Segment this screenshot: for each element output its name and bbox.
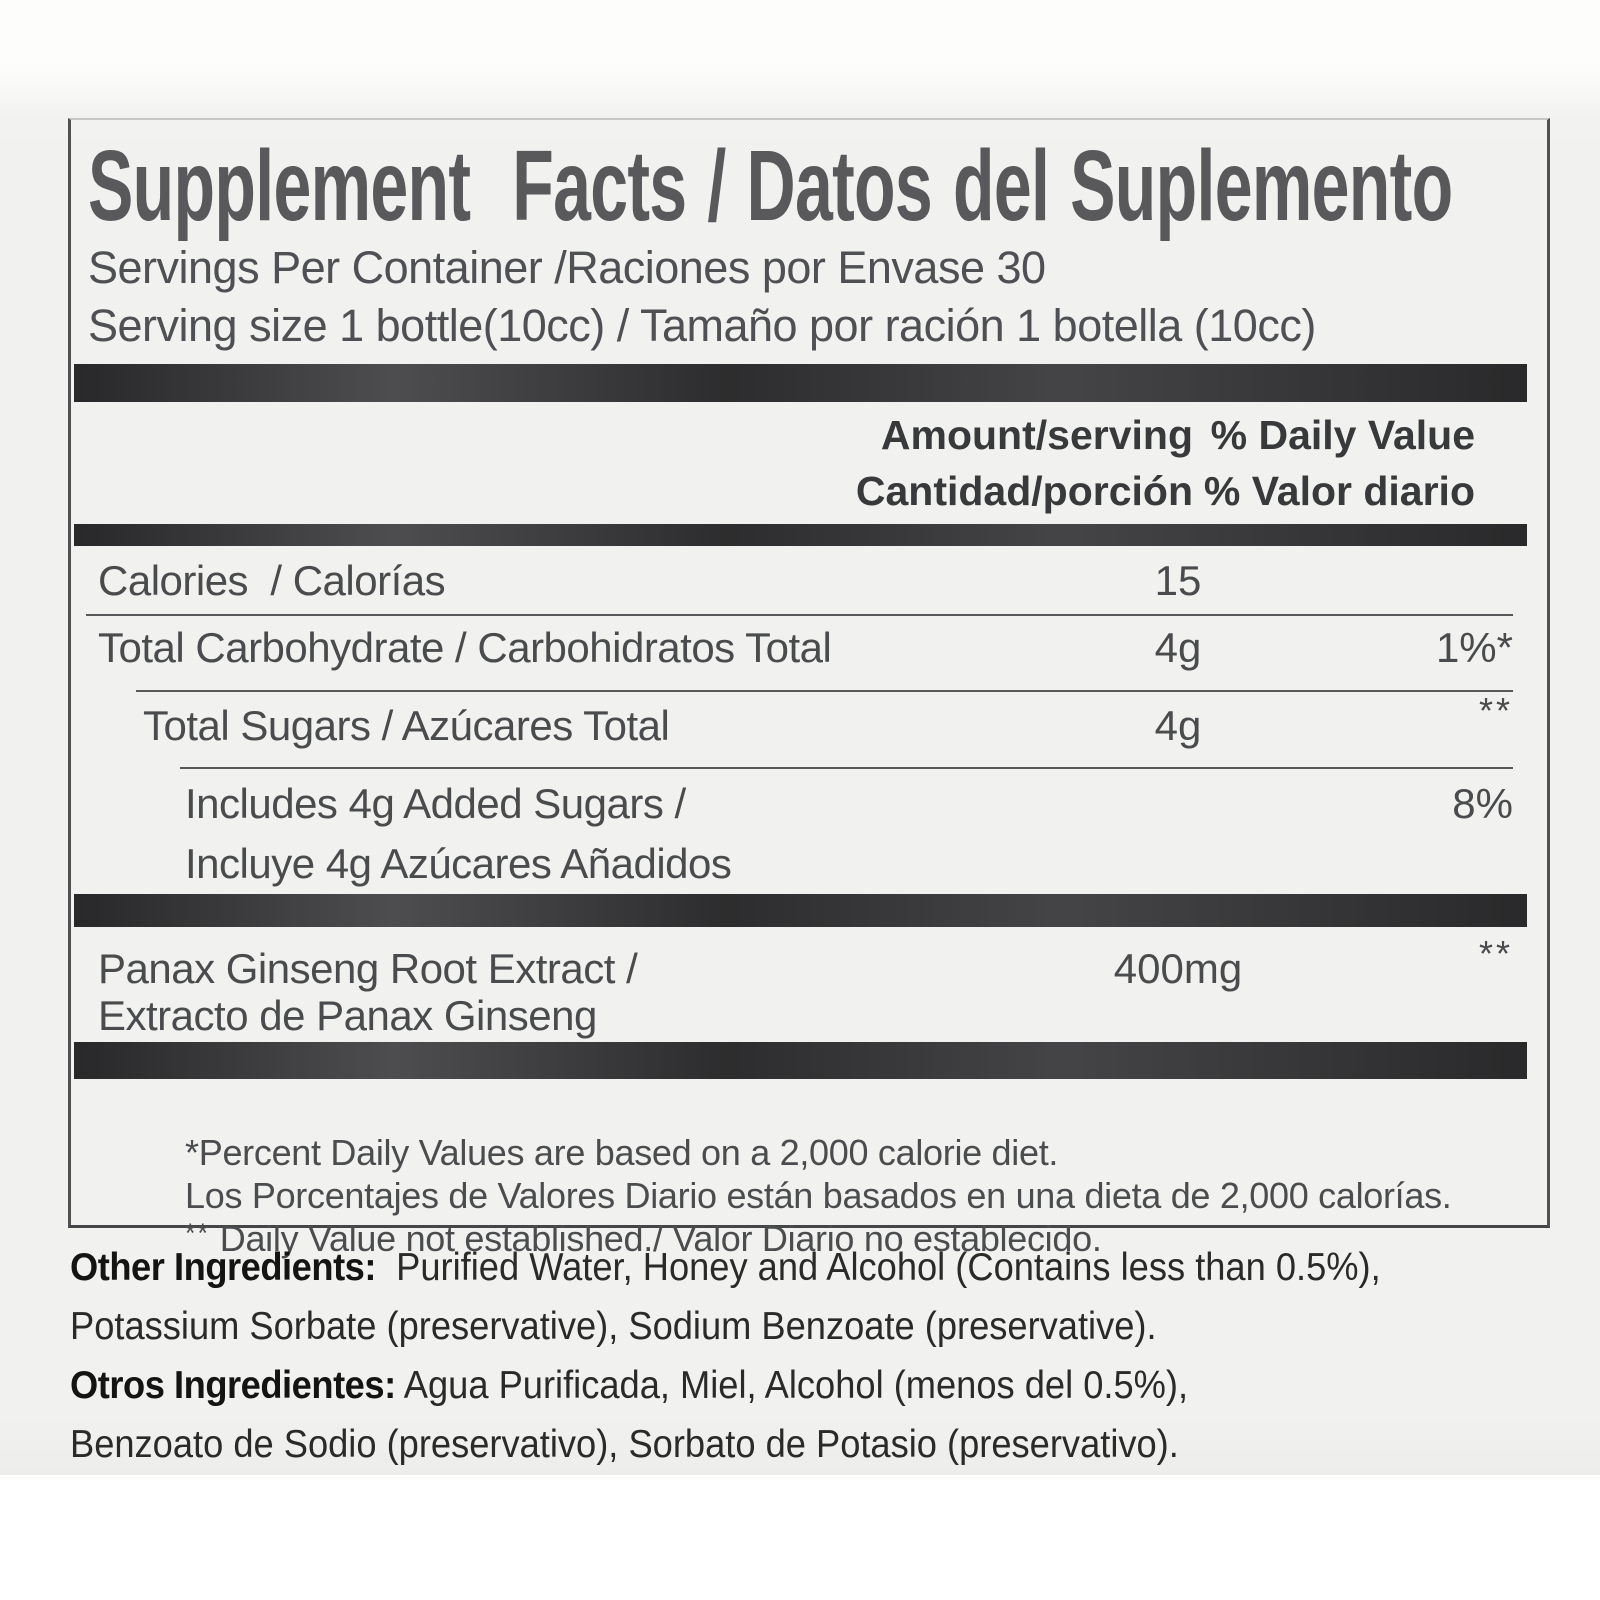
label-background: Supplement Facts / Datos del Suplemento … — [0, 0, 1600, 1475]
amount-header-es: Cantidad/porción — [855, 468, 1193, 514]
footnote-text: Los Porcentajes de Valores Diario están … — [185, 1175, 1452, 1216]
nutrient-name: Total Sugars / Azúcares Total — [143, 702, 670, 749]
row-added-sugars: Includes 4g Added Sugars / 8% — [88, 780, 1513, 836]
other-ingredients-text: Benzoato de Sodio (preservativo), Sorbat… — [70, 1423, 1179, 1466]
panel-content: Supplement Facts / Datos del Suplemento … — [74, 120, 1527, 1259]
other-ingredients-text: Purified Water, Honey and Alcohol (Conta… — [376, 1246, 1381, 1289]
amount-value: 4g — [1154, 624, 1202, 671]
footnote-dv-not-established: ** Daily Value not established./ Valor D… — [88, 1176, 1513, 1302]
other-ingredients-line-es-1: Otros Ingredientes: Agua Purificada, Mie… — [70, 1356, 1465, 1415]
row-total-carbohydrate: Total Carbohydrate / Carbohidratos Total… — [88, 624, 1513, 680]
daily-value: ** — [1478, 690, 1513, 731]
row-total-sugars: Total Sugars / Azúcares Total 4g ** — [88, 690, 1513, 758]
daily-value: ** — [1478, 933, 1513, 974]
supplement-facts-panel: Supplement Facts / Datos del Suplemento … — [68, 118, 1550, 1259]
nutrient-name-es: Extracto de Panax Ginseng — [98, 992, 597, 1039]
footnote-text: *Percent Daily Values are based on a 2,0… — [185, 1132, 1059, 1173]
daily-value: 8% — [1452, 780, 1513, 827]
nutrient-name: Total Carbohydrate / Carbohidratos Total — [98, 624, 832, 671]
separator-bar-bottom — [74, 1042, 1527, 1079]
other-ingredients-text: Agua Purificada, Miel, Alcohol (menos de… — [395, 1364, 1189, 1407]
daily-value: 1%* — [1435, 624, 1513, 671]
daily-value-header-en: % Daily Value — [1210, 412, 1475, 458]
amount-value: 400mg — [1113, 945, 1243, 992]
other-ingredients-line-en-2: Potassium Sorbate (preservative), Sodium… — [70, 1297, 1465, 1356]
amount-value: 4g — [1154, 702, 1202, 749]
amount-header-en: Amount/serving — [880, 412, 1193, 458]
panel-title: Supplement Facts / Datos del Suplemento — [88, 134, 1600, 239]
nutrient-name-es: Incluye 4g Azúcares Añadidos — [185, 840, 732, 887]
row-divider — [136, 690, 1513, 692]
footnote-percent-dv-es: Los Porcentajes de Valores Diario están … — [88, 1133, 1513, 1259]
row-panax-ginseng-spanish-line: Extracto de Panax Ginseng — [88, 992, 1513, 1048]
other-ingredients-label-es: Otros Ingredientes: — [70, 1364, 396, 1407]
row-divider — [180, 767, 1513, 769]
nutrient-name: Calories / Calorías — [98, 557, 446, 604]
other-ingredients-line-en-1: Other Ingredients: Purified Water, Honey… — [70, 1238, 1465, 1297]
footnote-percent-dv: *Percent Daily Values are based on a 2,0… — [88, 1090, 1513, 1216]
nutrient-name: Panax Ginseng Root Extract / — [98, 945, 638, 992]
row-calories: Calories / Calorías 15 — [88, 557, 1513, 613]
separator-bar-middle — [74, 894, 1527, 927]
row-panax-ginseng: Panax Ginseng Root Extract / 400mg ** — [88, 933, 1513, 1001]
column-header-en: Amount/serving % Daily Value — [88, 412, 1513, 462]
other-ingredients-line-es-2: Benzoato de Sodio (preservativo), Sorbat… — [70, 1415, 1465, 1474]
other-ingredients-section: Other Ingredients: Purified Water, Honey… — [70, 1238, 1570, 1474]
other-ingredients-text: Potassium Sorbate (preservative), Sodium… — [70, 1305, 1157, 1348]
other-ingredients-label-en: Other Ingredients: — [70, 1246, 377, 1289]
footnote-asterisks: ** — [185, 1218, 211, 1248]
row-divider — [86, 614, 1513, 616]
amount-value: 15 — [1154, 557, 1202, 604]
separator-bar-top — [74, 364, 1527, 402]
column-header-es: Cantidad/porción % Valor diario — [88, 468, 1513, 518]
panel-title-text: Supplement Facts / Datos del Suplemento — [88, 130, 1453, 242]
nutrient-name: Includes 4g Added Sugars / — [185, 780, 686, 827]
row-added-sugars-spanish-line: Incluye 4g Azúcares Añadidos — [88, 840, 1513, 896]
serving-size: Serving size 1 bottle(10cc) / Tamaño por… — [88, 300, 1316, 351]
separator-bar-header — [74, 524, 1527, 546]
servings-per-container: Servings Per Container /Raciones por Env… — [88, 242, 1046, 293]
footnote-text: Daily Value not established./ Valor Diar… — [210, 1218, 1102, 1259]
daily-value-header-es: % Valor diario — [1203, 468, 1475, 514]
